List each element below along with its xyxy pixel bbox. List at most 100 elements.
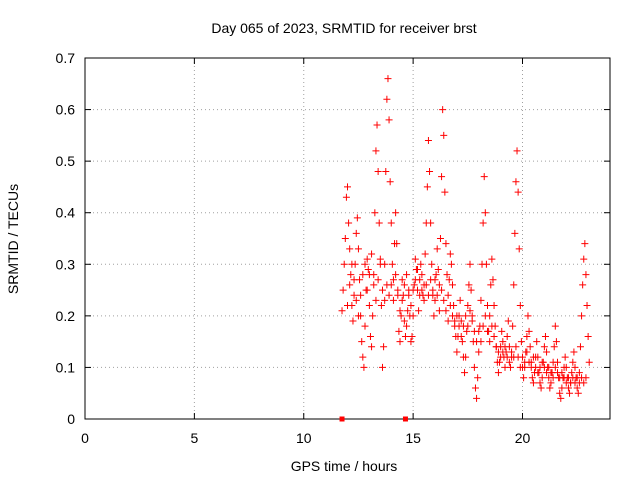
data-point — [371, 209, 379, 217]
data-point — [361, 322, 369, 330]
data-point — [584, 332, 592, 340]
data-point — [341, 235, 349, 242]
x-tick-label: 0 — [81, 430, 89, 446]
data-point — [551, 322, 559, 330]
data-point — [438, 173, 446, 181]
data-point — [488, 255, 496, 263]
data-point — [442, 307, 450, 315]
data-point — [549, 374, 557, 382]
data-point — [511, 229, 519, 237]
data-point — [389, 296, 397, 304]
data-point — [497, 353, 505, 361]
data-point — [392, 209, 400, 217]
y-tick-label: 0.3 — [56, 256, 76, 272]
data-point — [536, 379, 544, 387]
data-point — [352, 229, 360, 237]
data-point — [365, 302, 373, 310]
data-point — [354, 312, 362, 320]
data-point — [503, 353, 511, 361]
data-point — [484, 327, 491, 335]
data-point — [434, 265, 442, 273]
data-point — [344, 302, 351, 310]
data-point — [456, 296, 464, 304]
data-point — [368, 343, 376, 351]
chart-title: Day 065 of 2023, SRMTID for receiver brs… — [211, 20, 476, 36]
data-point — [463, 327, 471, 335]
data-point — [403, 271, 411, 279]
data-point — [561, 353, 569, 361]
data-point — [466, 260, 474, 268]
data-point — [578, 312, 586, 320]
data-point — [534, 369, 542, 377]
data-point — [447, 260, 455, 268]
data-point — [417, 260, 425, 268]
data-point — [422, 281, 430, 289]
data-point — [359, 271, 367, 279]
data-point — [574, 389, 582, 397]
data-point — [562, 363, 570, 371]
data-point — [409, 286, 417, 294]
data-point — [433, 291, 441, 299]
data-point — [394, 291, 402, 299]
y-tick-label: 0.1 — [56, 359, 76, 375]
data-point — [558, 369, 566, 377]
data-point — [396, 338, 404, 346]
data-point — [385, 116, 393, 124]
data-point — [446, 250, 454, 258]
data-point — [465, 281, 473, 289]
data-point — [401, 332, 409, 340]
data-point — [424, 291, 432, 299]
data-point — [440, 131, 448, 139]
data-point — [400, 317, 408, 325]
data-point — [550, 343, 558, 351]
data-point — [363, 255, 371, 263]
data-point — [426, 167, 434, 175]
data-point — [407, 302, 415, 310]
data-point — [398, 296, 406, 304]
data-point — [505, 358, 513, 366]
data-point — [400, 281, 408, 289]
data-point — [470, 363, 478, 371]
data-point — [381, 260, 389, 268]
data-point — [364, 265, 372, 273]
data-point — [528, 374, 536, 382]
data-point — [514, 188, 522, 196]
data-point — [392, 271, 400, 279]
data-point — [468, 317, 476, 325]
data-point — [349, 317, 357, 325]
data-point — [348, 260, 356, 268]
data-point — [537, 384, 545, 392]
data-point — [410, 281, 418, 289]
data-point — [396, 307, 404, 315]
data-point — [384, 75, 392, 83]
data-point — [513, 147, 521, 155]
data-point — [372, 147, 380, 155]
data-point — [358, 338, 366, 346]
data-point — [498, 327, 506, 335]
data-point — [575, 369, 583, 377]
data-point — [494, 369, 502, 377]
data-point — [386, 178, 394, 186]
data-point — [453, 312, 461, 320]
data-point — [540, 343, 548, 351]
data-point — [403, 322, 411, 330]
data-point — [443, 271, 451, 279]
data-point — [411, 255, 419, 263]
data-point — [512, 343, 520, 351]
data-point — [439, 106, 447, 114]
data-point — [516, 363, 524, 371]
data-point — [570, 348, 578, 356]
data-point — [499, 338, 507, 346]
data-point — [435, 307, 443, 315]
data-point — [464, 302, 472, 310]
data-point — [428, 260, 436, 268]
plot-frame — [84, 57, 611, 420]
data-point — [407, 338, 415, 346]
data-point — [547, 369, 555, 377]
data-point — [347, 271, 355, 279]
data-point — [387, 281, 395, 289]
data-point — [345, 219, 353, 227]
data-point — [510, 281, 518, 289]
data-point — [525, 327, 533, 335]
